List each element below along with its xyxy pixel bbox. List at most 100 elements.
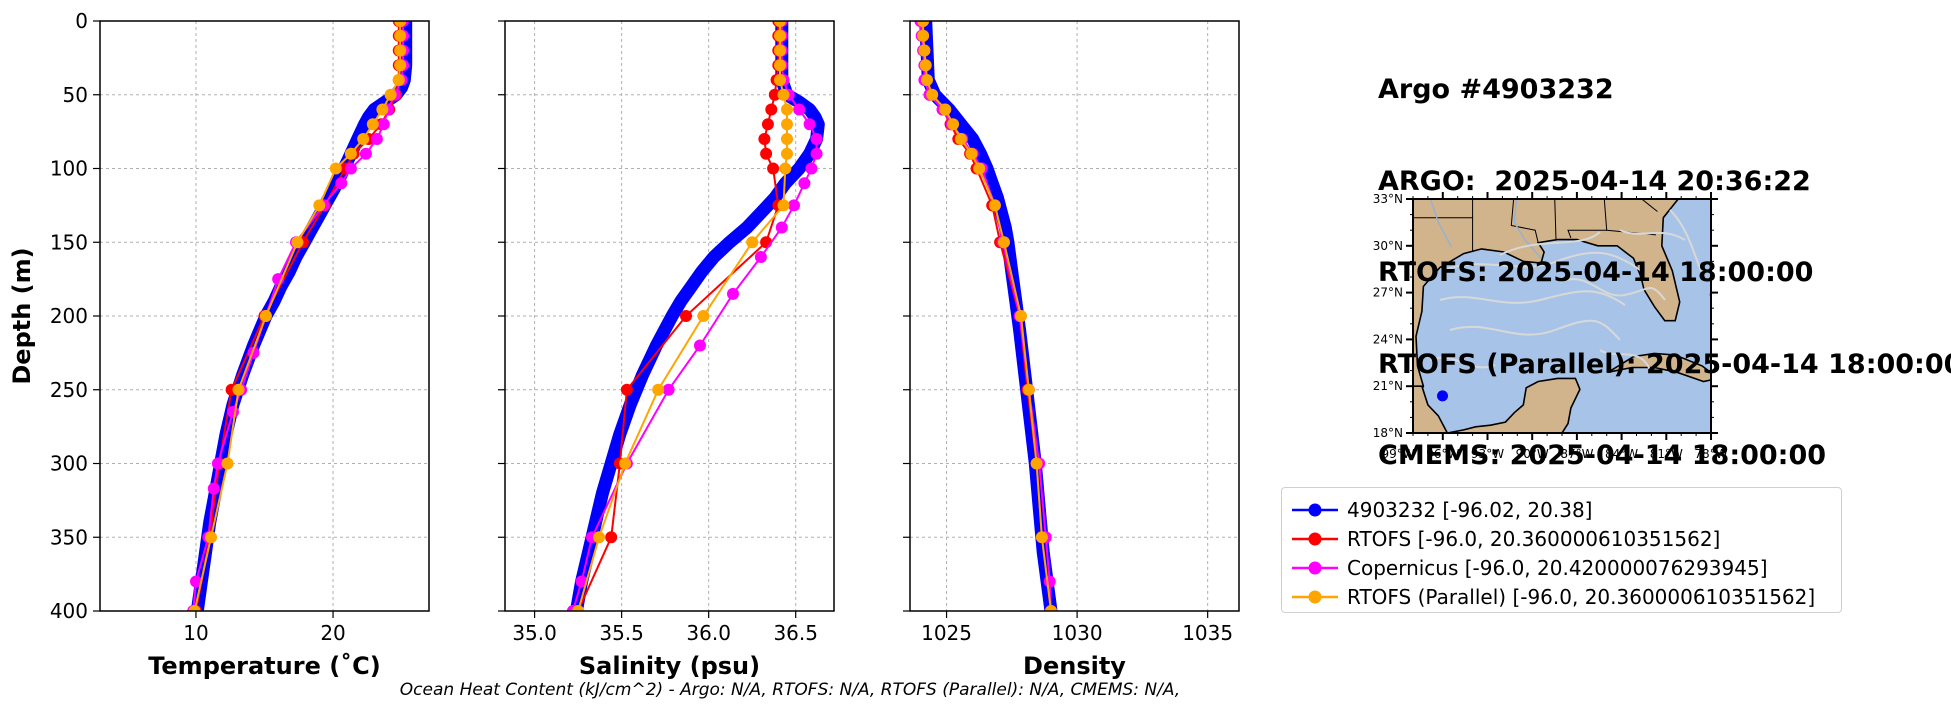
data-point	[619, 457, 632, 470]
data-point	[939, 103, 952, 116]
data-point	[727, 287, 739, 300]
data-point	[777, 199, 790, 212]
x-tick-label: 1035	[1182, 621, 1233, 645]
data-point	[313, 199, 326, 212]
data-point	[394, 59, 407, 72]
data-point	[767, 162, 780, 175]
data-point	[680, 310, 692, 322]
legend-item-argo: 4903232 [-96.02, 20.38]	[1282, 496, 1841, 524]
data-point	[291, 236, 304, 249]
map-lon-label: 87°W	[1560, 447, 1593, 461]
data-point	[370, 133, 383, 145]
data-point	[746, 236, 759, 249]
mainland-coast	[1413, 199, 1681, 433]
current-streamline	[1429, 356, 1496, 369]
legend-label-parallel: RTOFS (Parallel) [-96.0, 20.360000610351…	[1347, 585, 1816, 609]
x-tick-label: 35.0	[512, 621, 557, 645]
legend-label-argo: 4903232 [-96.02, 20.38]	[1347, 498, 1593, 522]
data-point	[973, 162, 986, 175]
data-point	[1043, 575, 1056, 588]
y-axis-label: Depth (m)	[8, 247, 36, 384]
river	[1513, 199, 1542, 259]
legend-swatch-argo	[1292, 503, 1338, 517]
y-tick-label: 200	[50, 304, 88, 328]
data-point	[605, 531, 618, 544]
data-point	[662, 383, 675, 396]
data-point	[376, 103, 389, 116]
map-lon-label: 78°W	[1694, 447, 1727, 461]
current-streamline	[1559, 278, 1666, 301]
data-point	[357, 133, 370, 145]
data-point	[954, 133, 967, 145]
cuba	[1607, 352, 1711, 383]
data-point	[359, 147, 372, 160]
data-point	[781, 147, 793, 160]
map-lat-label: 27°N	[1373, 286, 1403, 300]
series-line	[571, 21, 818, 611]
data-point	[965, 147, 978, 160]
data-point	[344, 162, 357, 175]
legend-swatch-copernicus	[1292, 561, 1338, 575]
data-point	[803, 118, 816, 131]
data-point	[760, 147, 773, 160]
x-axis-label: Salinity (psu)	[579, 652, 760, 680]
map-lon-label: 99°W	[1382, 447, 1415, 461]
map-lat-label: 18°N	[1373, 426, 1403, 440]
data-point	[190, 575, 202, 588]
data-point	[1030, 457, 1043, 470]
data-point	[774, 29, 786, 42]
series-parallel	[188, 21, 407, 611]
data-point	[384, 88, 397, 101]
y-tick-label: 50	[63, 83, 88, 107]
y-tick-label: 400	[50, 599, 88, 623]
current-streamline	[1439, 290, 1626, 306]
data-point	[205, 531, 217, 544]
data-point	[758, 133, 771, 145]
data-point	[620, 383, 633, 396]
data-point	[1045, 605, 1057, 611]
map-lat-label: 33°N	[1373, 192, 1403, 206]
data-point	[394, 21, 407, 27]
data-point	[768, 88, 781, 101]
data-point	[377, 118, 390, 131]
current-streamline	[1449, 319, 1621, 341]
x-axis-label: Temperature (˚C)	[148, 652, 381, 680]
data-point	[781, 118, 793, 131]
data-point	[697, 310, 710, 322]
data-point	[259, 310, 272, 322]
data-point	[1035, 531, 1048, 544]
data-point	[926, 88, 939, 101]
info-title: Argo #4903232	[1378, 74, 1614, 105]
data-point	[921, 74, 933, 86]
data-point	[1022, 383, 1035, 396]
current-streamline	[1669, 209, 1706, 281]
data-point	[988, 199, 1001, 212]
panel-density: 1025 1030 1035 Density	[903, 20, 1240, 680]
data-point	[810, 133, 823, 145]
x-tick-label: 36.0	[686, 621, 731, 645]
info-cmems-time: CMEMS: 2025-04-14 18:00:00	[1378, 440, 1827, 471]
info-rtofs-time: RTOFS: 2025-04-14 18:00:00	[1378, 257, 1814, 288]
data-point	[779, 162, 792, 175]
map-lon-label: 90°W	[1516, 447, 1549, 461]
map-lon-label: 96°W	[1426, 447, 1459, 461]
current-streamline	[1499, 231, 1601, 256]
data-point	[344, 147, 357, 160]
data-point	[788, 199, 800, 212]
legend-swatch-parallel	[1292, 590, 1338, 604]
data-point	[765, 103, 778, 116]
y-tick-label: 0	[75, 9, 88, 33]
map-lon-label: 84°W	[1605, 447, 1638, 461]
data-point	[781, 133, 793, 145]
y-tick-label: 350	[50, 525, 88, 549]
data-point	[774, 44, 786, 57]
data-point	[919, 59, 932, 72]
legend-label-copernicus: Copernicus [-96.0, 20.420000076293945]	[1347, 556, 1768, 580]
data-point	[335, 177, 348, 190]
data-point	[777, 88, 790, 101]
legend: 4903232 [-96.02, 20.38] RTOFS [-96.0, 20…	[1281, 487, 1842, 613]
map-lat-label: 24°N	[1373, 332, 1403, 346]
info-argo-time: ARGO: 2025-04-14 20:36:22	[1378, 165, 1811, 197]
y-tick-label: 150	[50, 230, 88, 254]
